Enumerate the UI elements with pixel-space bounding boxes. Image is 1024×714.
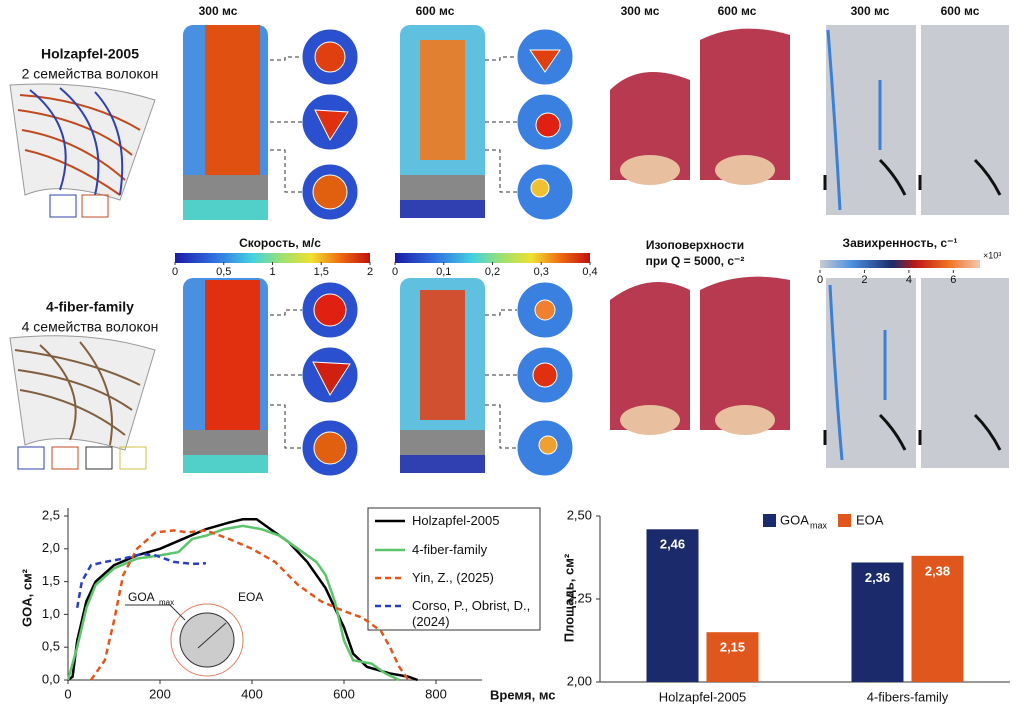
- colorbar-multiplier: ×10³: [983, 250, 1001, 260]
- time-label: 600 мс: [718, 4, 757, 18]
- colorbar-title: Скорость, м/с: [239, 236, 321, 250]
- x-tick-label: 0: [64, 686, 71, 701]
- legend-entry: Corso, P., Obrist, D., (2024): [412, 598, 531, 629]
- time-label: 600 мс: [416, 4, 455, 18]
- y-tick-label: 2,5: [42, 507, 60, 522]
- legend-entry: Yin, Z., (2025): [412, 570, 494, 585]
- line: [67, 518, 419, 682]
- colorbar-tick-label: 0,4: [582, 266, 597, 278]
- colorbar: [820, 260, 980, 268]
- bar-value-label: 2,46: [660, 537, 685, 552]
- bar: [646, 529, 699, 682]
- colorbar-tick-label: 0,5: [216, 266, 231, 278]
- y-tick-label: 2,50: [567, 507, 592, 522]
- bar: [851, 562, 904, 682]
- legend-entry: Holzapfel-2005: [412, 513, 500, 528]
- bar-value-label: 2,36: [865, 570, 890, 585]
- time-label: 300 мс: [199, 4, 238, 18]
- legend-label: GOA: [780, 512, 809, 527]
- colorbar-tick-label: 0: [392, 266, 398, 278]
- x-tick-label: 600: [333, 686, 355, 701]
- bar: [911, 555, 964, 682]
- x-tick-label: 200: [149, 686, 171, 701]
- y-tick-label: 0,0: [42, 671, 60, 686]
- y-axis-label: GOA, см²: [19, 568, 34, 627]
- y-tick-label: 1,5: [42, 573, 60, 588]
- colorbar-tick-label: 0: [172, 266, 178, 278]
- time-label: 300 мс: [621, 4, 660, 18]
- x-tick-label: 400: [241, 686, 263, 701]
- colorbar-tick-label: 1,5: [314, 266, 329, 278]
- legend-swatch: [838, 514, 851, 527]
- colorbar-tick-label: 6: [950, 274, 956, 286]
- colorbar-tick-label: 2: [861, 274, 867, 286]
- y-tick-label: 0,5: [42, 639, 60, 654]
- x-axis-label: Время, мс: [490, 687, 556, 702]
- y-axis-label: Площадь, см²: [561, 553, 576, 642]
- x-tick-label: 800: [425, 686, 447, 701]
- annotation: max: [159, 598, 174, 607]
- time-label: 600 мс: [941, 4, 980, 18]
- row-title: 4-fiber-family: [46, 299, 134, 315]
- colorbar: [175, 253, 370, 263]
- legend-label: max: [810, 520, 828, 530]
- iso-title: Изоповерхности: [646, 238, 744, 252]
- line: [89, 529, 410, 681]
- colorbar: [395, 253, 590, 263]
- colorbar-tick-label: 0,3: [534, 266, 549, 278]
- row-subtitle: 2 семейства волокон: [22, 66, 159, 82]
- colorbar-tick-label: 0,2: [485, 266, 500, 278]
- illustrations: [9, 25, 1009, 677]
- annotation: GOA: [128, 590, 155, 604]
- bar-value-label: 2,15: [720, 640, 745, 655]
- legend-label: Yin, Z., (2025): [412, 570, 494, 585]
- row-subtitle: 4 семейства волокон: [22, 319, 159, 335]
- y-tick-label: 2,0: [42, 540, 60, 555]
- colorbar-tick-label: 0,1: [436, 266, 451, 278]
- colorbar-tick-label: 2: [367, 266, 373, 278]
- legend-label: Corso, P., Obrist, D., (2024): [412, 598, 531, 629]
- legend-label: EOA: [856, 512, 884, 527]
- legend-box: [367, 507, 541, 631]
- colorbar-tick-label: 0: [817, 274, 823, 286]
- legend-entry: 4-fiber-family: [412, 542, 488, 557]
- bar-value-label: 2,38: [925, 563, 950, 578]
- line: [66, 524, 400, 682]
- legend-label: Holzapfel-2005: [412, 513, 500, 528]
- colorbar-title: Завихренность, с⁻¹: [843, 236, 958, 250]
- y-tick-label: 1,0: [42, 606, 60, 621]
- y-tick-label: 2,00: [567, 673, 592, 688]
- iso-title: при Q = 5000, с⁻²: [646, 254, 745, 268]
- colorbar-tick-label: 4: [906, 274, 912, 286]
- colorbar-tick-label: 1: [269, 266, 275, 278]
- x-tick-label: Holzapfel-2005: [659, 689, 746, 704]
- legend-swatch: [763, 514, 776, 527]
- time-label: 300 мс: [851, 4, 890, 18]
- bar: [706, 632, 759, 682]
- y-tick-label: 2,25: [567, 590, 592, 605]
- row-title: Holzapfel-2005: [41, 46, 139, 62]
- legend-label: 4-fiber-family: [412, 542, 488, 557]
- x-tick-label: 4-fibers-family: [867, 689, 949, 704]
- annotation: EOA: [238, 590, 263, 604]
